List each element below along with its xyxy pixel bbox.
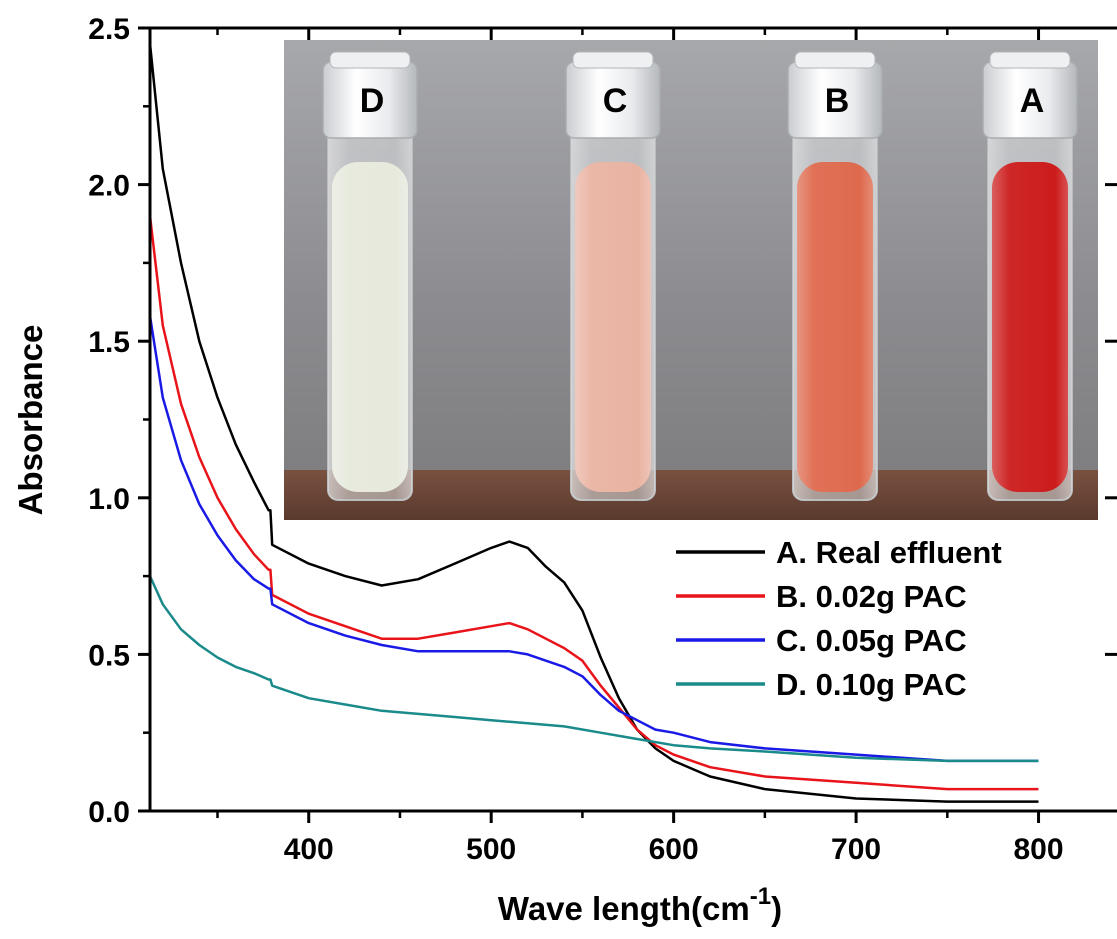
x-tick-label: 500 xyxy=(466,833,516,866)
legend-label-3: C. 0.05g PAC xyxy=(776,623,967,658)
legend-label-2: B. 0.02g PAC xyxy=(776,579,967,614)
inset-background xyxy=(284,40,1098,520)
tube-c: C xyxy=(565,51,661,501)
tube-shine xyxy=(988,128,1072,500)
y-tick-label: 0.0 xyxy=(88,796,130,829)
x-axis-title: Wave length(cm-1) xyxy=(498,883,782,927)
y-axis-title: Absorbance xyxy=(12,325,49,516)
x-tick-label: 400 xyxy=(284,833,334,866)
tube-cap-top xyxy=(572,51,654,69)
legend-label-1: A. Real effluent xyxy=(776,535,1002,570)
series-line-4 xyxy=(148,575,1039,763)
x-tick-label: 700 xyxy=(831,833,881,866)
series-line-3 xyxy=(148,315,1039,763)
tube-shine xyxy=(793,128,877,500)
legend-label-4: D. 0.10g PAC xyxy=(776,667,967,702)
y-tick-label: 2.0 xyxy=(88,170,130,203)
y-tick-label: 2.5 xyxy=(88,13,130,46)
series-line-2 xyxy=(148,215,1039,791)
tube-cap-top xyxy=(989,51,1071,69)
tube-a: A xyxy=(982,51,1078,501)
tube-label: D xyxy=(360,82,385,120)
tube-label: C xyxy=(603,82,628,120)
tube-cap-top xyxy=(794,51,876,69)
y-tick-label: 1.5 xyxy=(88,326,130,359)
y-tick-label: 0.5 xyxy=(88,639,130,672)
legend: A. Real effluent B. 0.02g PAC C. 0.05g PAC… xyxy=(676,535,1002,702)
series-line-1 xyxy=(148,43,1039,803)
x-tick-label: 600 xyxy=(649,833,699,866)
y-tick-label: 1.0 xyxy=(88,483,130,516)
inset-shelf xyxy=(284,470,1098,520)
tube-cap-top xyxy=(329,51,411,69)
tube-shine xyxy=(571,128,655,500)
tube-d: D xyxy=(322,51,418,501)
x-tick-label: 800 xyxy=(1014,833,1064,866)
tube-b: B xyxy=(787,51,883,501)
tube-shine xyxy=(328,128,412,500)
tube-label: B xyxy=(825,82,850,120)
tube-label: A xyxy=(1020,82,1045,120)
